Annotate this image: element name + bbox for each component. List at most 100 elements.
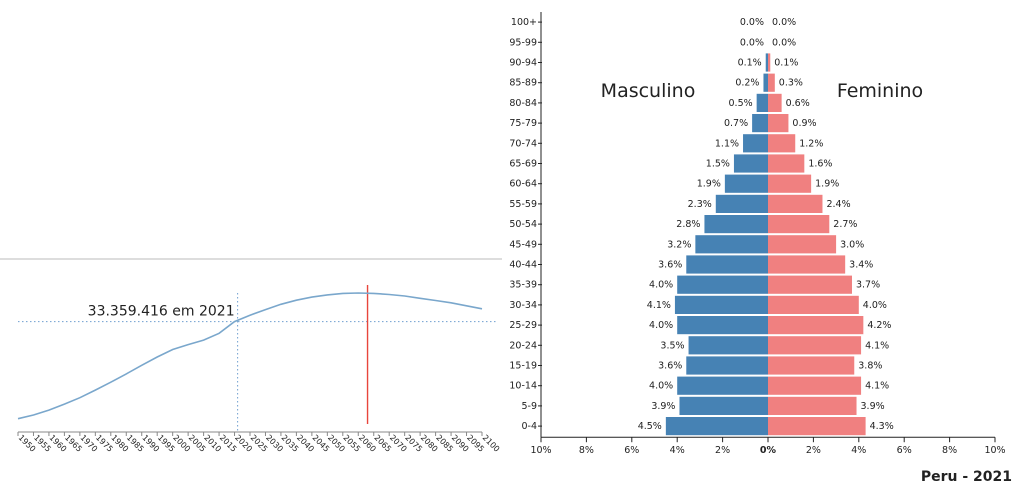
label-female-85-89: 0.3% [779, 78, 803, 89]
bar-female-15-19 [768, 356, 855, 375]
x-tick-label: 6% [624, 445, 639, 456]
age-group-label: 85-89 [509, 78, 537, 89]
label-female-95-99: 0.0% [772, 37, 796, 48]
age-group-label: 60-64 [509, 179, 537, 190]
label-male-40-44: 3.6% [658, 260, 682, 271]
bar-female-30-34 [768, 295, 859, 314]
age-group-label: 5-9 [521, 401, 537, 412]
label-male-60-64: 1.9% [697, 179, 721, 190]
bar-male-80-84 [756, 93, 768, 112]
age-group-label: 0-4 [521, 421, 537, 432]
age-group-label: 100+ [511, 17, 537, 28]
age-group-label: 10-14 [509, 381, 537, 392]
label-female-65-69: 1.6% [808, 159, 832, 170]
label-female-50-54: 2.7% [833, 219, 857, 230]
bar-female-0-4 [768, 417, 866, 436]
age-group-label: 15-19 [509, 361, 537, 372]
bar-female-85-89 [768, 73, 775, 92]
label-male-5-9: 3.9% [651, 401, 675, 412]
age-group-label: 25-29 [509, 320, 537, 331]
label-male-75-79: 0.7% [724, 118, 748, 129]
x-tick-label: 0% [760, 445, 777, 456]
bar-male-20-24 [688, 336, 768, 355]
bar-female-5-9 [768, 396, 857, 415]
bar-male-85-89 [763, 73, 768, 92]
bar-female-10-14 [768, 376, 862, 395]
label-male-70-74: 1.1% [715, 138, 739, 149]
age-group-label: 70-74 [509, 138, 537, 149]
label-male-45-49: 3.2% [667, 239, 691, 250]
x-tick-label: 6% [897, 445, 912, 456]
label-female-30-34: 4.0% [863, 300, 887, 311]
age-group-label: 75-79 [509, 118, 537, 129]
label-female-60-64: 1.9% [815, 179, 839, 190]
label-female-45-49: 3.0% [840, 239, 864, 250]
age-group-label: 30-34 [509, 300, 537, 311]
age-group-label: 90-94 [509, 58, 537, 69]
bar-male-90-94 [765, 53, 768, 72]
bar-female-75-79 [768, 114, 789, 133]
bar-female-65-69 [768, 154, 805, 173]
age-group-label: 20-24 [509, 340, 537, 351]
chart-caption: Peru - 2021 [921, 469, 1012, 485]
label-female-25-29: 4.2% [867, 320, 891, 331]
bar-female-90-94 [768, 53, 771, 72]
bar-female-20-24 [768, 336, 862, 355]
legend-male: Masculino [601, 80, 696, 102]
bar-male-15-19 [686, 356, 768, 375]
label-female-75-79: 0.9% [792, 118, 816, 129]
age-group-label: 50-54 [509, 219, 537, 230]
label-male-65-69: 1.5% [706, 159, 730, 170]
x-tick-label: 8% [942, 445, 957, 456]
label-female-0-4: 4.3% [870, 421, 894, 432]
bar-male-5-9 [679, 396, 768, 415]
label-male-10-14: 4.0% [649, 381, 673, 392]
population-series-line [17, 292, 483, 420]
bar-male-65-69 [733, 154, 768, 173]
x-tick-label: 4% [851, 445, 866, 456]
bar-male-60-64 [724, 174, 768, 193]
label-female-55-59: 2.4% [826, 199, 850, 210]
bar-male-45-49 [695, 235, 768, 254]
bar-female-40-44 [768, 255, 846, 274]
x-tick-label: 2% [806, 445, 821, 456]
label-female-10-14: 4.1% [865, 381, 889, 392]
bar-male-50-54 [704, 215, 768, 234]
bar-male-0-4 [665, 417, 768, 436]
bar-female-25-29 [768, 316, 864, 335]
label-female-70-74: 1.2% [799, 138, 823, 149]
label-female-100+: 0.0% [772, 17, 796, 28]
label-male-85-89: 0.2% [735, 78, 759, 89]
label-male-100+: 0.0% [740, 17, 764, 28]
label-male-95-99: 0.0% [740, 37, 764, 48]
bar-male-70-74 [743, 134, 768, 153]
label-female-20-24: 4.1% [865, 340, 889, 351]
label-male-90-94: 0.1% [738, 58, 762, 69]
age-group-label: 40-44 [509, 260, 537, 271]
x-tick-label: 4% [670, 445, 685, 456]
label-male-50-54: 2.8% [676, 219, 700, 230]
bar-male-35-39 [677, 275, 768, 294]
label-male-0-4: 4.5% [638, 421, 662, 432]
highlight-label: 33.359.416 em 2021 [88, 304, 235, 320]
label-male-35-39: 4.0% [649, 280, 673, 291]
bar-male-40-44 [686, 255, 768, 274]
bar-male-25-29 [677, 316, 768, 335]
bar-male-55-59 [715, 194, 768, 213]
x-tick-label: 10% [984, 445, 1005, 456]
label-male-80-84: 0.5% [729, 98, 753, 109]
label-female-40-44: 3.4% [849, 260, 873, 271]
bar-female-55-59 [768, 194, 823, 213]
label-male-25-29: 4.0% [649, 320, 673, 331]
label-female-15-19: 3.8% [858, 361, 882, 372]
label-male-55-59: 2.3% [688, 199, 712, 210]
x-tick-label: 2% [715, 445, 730, 456]
bar-male-10-14 [677, 376, 768, 395]
age-group-label: 65-69 [509, 159, 537, 170]
age-group-label: 45-49 [509, 239, 537, 250]
label-female-80-84: 0.6% [786, 98, 810, 109]
x-tick-label: 8% [579, 445, 594, 456]
label-female-5-9: 3.9% [861, 401, 885, 412]
label-male-30-34: 4.1% [647, 300, 671, 311]
